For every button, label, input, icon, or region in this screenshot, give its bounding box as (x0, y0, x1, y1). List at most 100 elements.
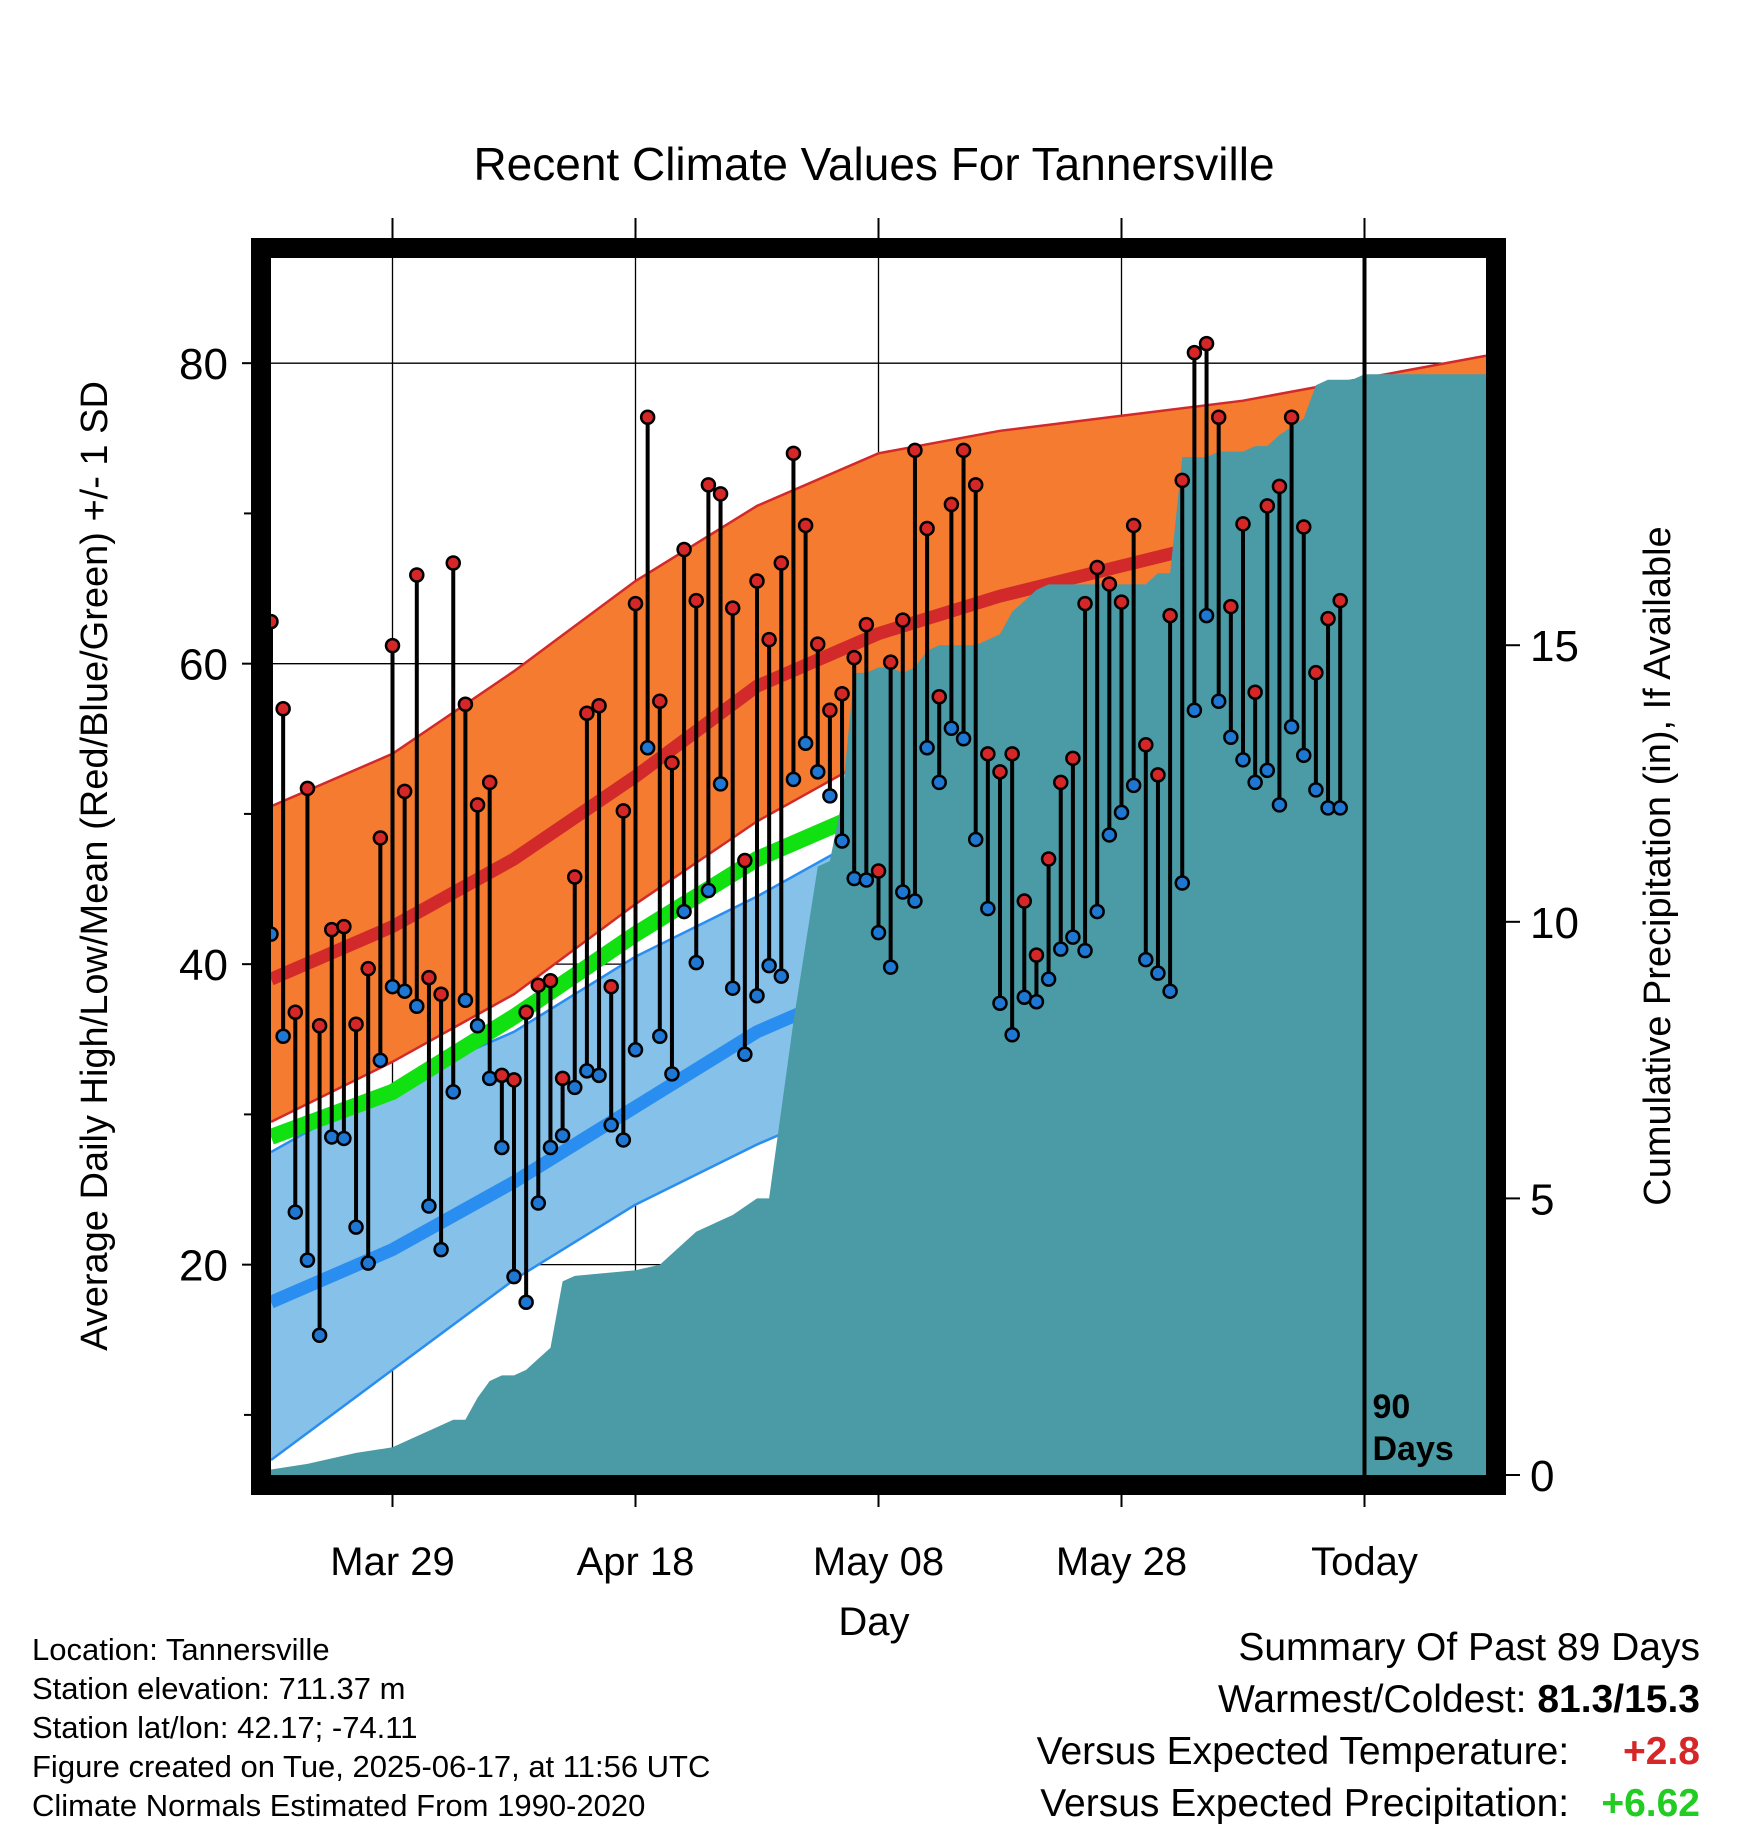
high-point (506, 1072, 522, 1088)
high-point (664, 755, 680, 771)
high-point (846, 649, 862, 666)
high-point (955, 442, 972, 459)
high-point (1016, 893, 1033, 909)
warm-cold-row: Warmest/Coldest: 81.3/15.3 (1037, 1674, 1700, 1726)
high-point (1125, 517, 1142, 534)
high-point (1089, 559, 1105, 576)
low-point (1089, 903, 1105, 920)
low-point (785, 771, 802, 788)
low-point (457, 992, 474, 1008)
high-point (567, 869, 583, 885)
low-point (1235, 752, 1251, 768)
high-point (1259, 498, 1276, 514)
low-point (1259, 762, 1276, 779)
precip-row: Versus Expected Precipitation: +6.62 (1037, 1778, 1700, 1830)
low-point (530, 1195, 547, 1211)
high-point (882, 654, 899, 670)
low-point (1223, 729, 1239, 746)
low-point (858, 872, 875, 888)
low-point (1077, 942, 1093, 959)
high-point (992, 764, 1008, 780)
low-point (506, 1268, 522, 1285)
high-point (1101, 576, 1118, 592)
low-point (1186, 702, 1203, 718)
low-point (737, 1046, 753, 1063)
high-point (603, 978, 619, 995)
low-point (469, 1018, 486, 1034)
low-point (907, 893, 923, 909)
low-point (882, 959, 899, 975)
low-point (688, 954, 704, 971)
high-point (1283, 409, 1300, 426)
low-point (542, 1139, 559, 1156)
high-point (627, 595, 644, 612)
high-point (1138, 737, 1154, 753)
low-point (1162, 983, 1178, 999)
low-point (348, 1219, 364, 1235)
high-normal-band-upper-edge (271, 354, 1486, 808)
high-point (712, 486, 729, 502)
high-point (1210, 409, 1227, 426)
high-point (749, 573, 765, 589)
high-point (980, 746, 996, 762)
high-point (931, 688, 947, 705)
low-point (1271, 797, 1288, 813)
high-point (639, 409, 656, 426)
low-point (919, 740, 935, 756)
low-point (943, 720, 960, 737)
high-point (1271, 478, 1288, 495)
high-point (311, 1018, 328, 1034)
low-point (749, 987, 765, 1004)
y-tick-label: 20 (179, 1242, 228, 1291)
high-point (1174, 472, 1190, 489)
low-point (712, 776, 729, 792)
low-point (967, 831, 984, 848)
y-tick-label: 40 (179, 941, 228, 990)
today-label-days-count: 90 (1373, 1388, 1411, 1426)
axes: 20 40 60 80 0 5 10 15 Mar 29 Apr 18 May 08 May 28 To… (179, 218, 1579, 1584)
high-point (384, 637, 401, 654)
high-point (870, 863, 887, 879)
low-point (567, 1079, 583, 1096)
low-point (639, 740, 656, 756)
high-point (907, 442, 923, 459)
high-point (1077, 595, 1093, 612)
high-point (518, 1004, 534, 1020)
low-point (931, 774, 947, 791)
high-point (433, 986, 449, 1002)
high-point (445, 555, 461, 571)
high-point (943, 496, 960, 513)
high-point (615, 803, 632, 819)
high-point (409, 567, 425, 583)
low-point (1053, 941, 1069, 957)
low-point (396, 983, 413, 999)
high-point (1004, 746, 1020, 762)
high-point (1332, 592, 1348, 609)
warm-cold-label: Warmest/Coldest: (1218, 1678, 1527, 1721)
low-point (1308, 782, 1324, 798)
station-info: Location: Tannersville Station elevation… (32, 1630, 710, 1825)
high-point (348, 1016, 364, 1033)
high-point (676, 541, 692, 558)
plot-content (271, 258, 1486, 1475)
high-point (1150, 767, 1166, 783)
low-point (1283, 719, 1300, 735)
low-point (336, 1130, 352, 1147)
chart-title: Recent Climate Values For Tannersville (473, 138, 1274, 190)
high-point (724, 600, 741, 616)
high-point (1186, 344, 1203, 361)
high-point (1113, 594, 1130, 610)
low-point (797, 735, 814, 752)
x-tick-label: Mar 29 (330, 1540, 455, 1584)
low-point (627, 1042, 644, 1058)
x-axis-label: Day (838, 1600, 909, 1644)
plot-frame (251, 238, 1506, 1495)
low-point (980, 900, 996, 917)
high-point (700, 477, 717, 493)
high-point (579, 705, 595, 721)
low-point (372, 1052, 389, 1069)
low-point (1198, 607, 1215, 624)
low-point (1125, 777, 1142, 794)
low-point (834, 833, 850, 849)
low-point (676, 903, 692, 920)
